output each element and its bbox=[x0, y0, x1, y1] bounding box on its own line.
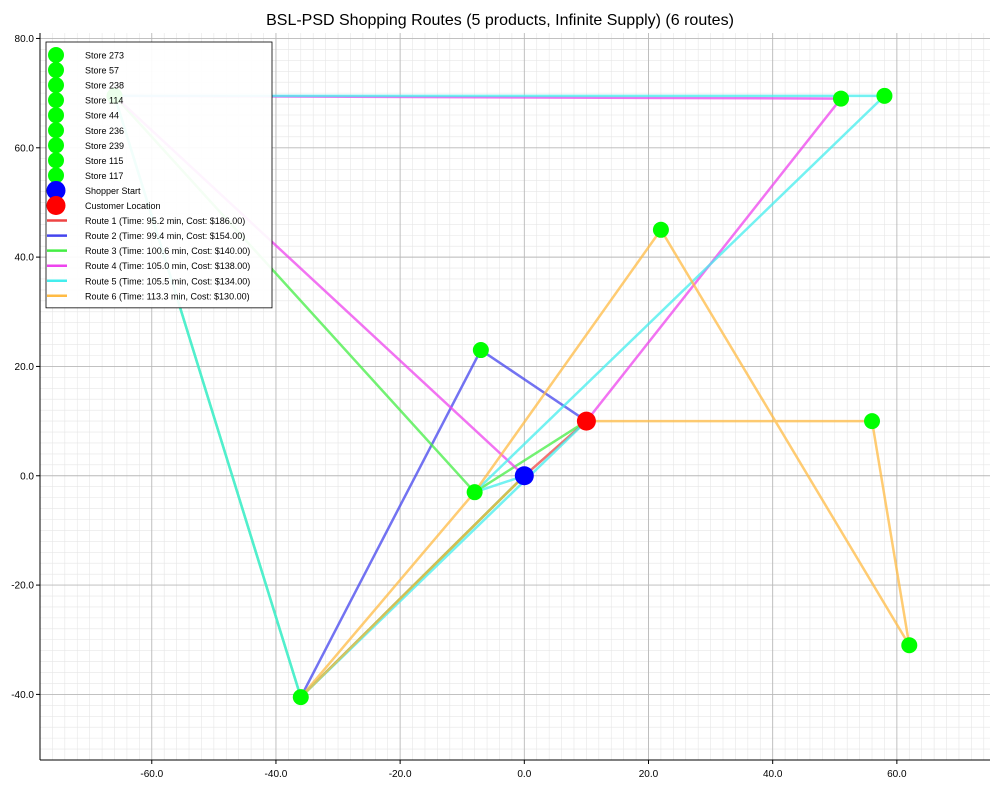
tick-labels: -60.0 -40.0 -20.0 0.0 20.0 40.0 60.0 -40.0 -20.0… bbox=[11, 34, 907, 780]
legend-route-4-label: Route 4 (Time: 105.0 min, Cost: $138.00) bbox=[85, 261, 250, 271]
legend-route-1-label: Route 1 (Time: 95.2 min, Cost: $186.00) bbox=[85, 216, 245, 226]
store-marker bbox=[864, 413, 881, 430]
y-tick-label: -40.0 bbox=[11, 690, 34, 701]
legend-store-swatch bbox=[48, 152, 64, 169]
y-tick-label: 60.0 bbox=[15, 143, 35, 154]
legend-store-swatch bbox=[48, 137, 64, 154]
legend-store-swatch bbox=[48, 92, 64, 109]
shopper-start-marker bbox=[514, 466, 534, 486]
chart-title: BSL-PSD Shopping Routes (5 products, Inf… bbox=[266, 12, 734, 29]
legend-store-swatch bbox=[48, 122, 64, 139]
legend-box bbox=[45, 41, 273, 309]
markers-layer bbox=[106, 87, 918, 706]
x-tick-label: 20.0 bbox=[639, 769, 659, 780]
y-tick-label: 20.0 bbox=[15, 362, 35, 373]
legend-store-label: Store 57 bbox=[85, 66, 119, 76]
x-tick-label: 0.0 bbox=[517, 769, 531, 780]
store-marker bbox=[901, 637, 918, 654]
y-tick-label: -20.0 bbox=[11, 581, 34, 592]
legend-store-label: Store 115 bbox=[85, 156, 123, 166]
minor-grid bbox=[39, 33, 990, 761]
legend-route-3-label: Route 3 (Time: 100.6 min, Cost: $140.00) bbox=[85, 246, 250, 256]
x-tick-label: -40.0 bbox=[265, 769, 288, 780]
legend-store-swatch bbox=[48, 47, 64, 63]
legend-store-swatch bbox=[48, 62, 64, 79]
store-marker bbox=[292, 689, 309, 706]
legend-store-label: Store 117 bbox=[85, 171, 123, 181]
x-tick-label: 60.0 bbox=[887, 769, 907, 780]
store-marker bbox=[472, 342, 489, 359]
legend-shopper-start-swatch bbox=[46, 180, 66, 200]
legend: Store 273 Store 57 Store 238 Store 114 Store… bbox=[45, 41, 273, 309]
legend-route-2-label: Route 2 (Time: 99.4 min, Cost: $154.00) bbox=[85, 231, 245, 241]
store-marker bbox=[832, 90, 849, 107]
legend-route-5-label: Route 5 (Time: 105.5 min, Cost: $134.00) bbox=[85, 276, 250, 286]
legend-shopper-start-label: Shopper Start bbox=[85, 186, 141, 196]
store-marker bbox=[652, 221, 669, 238]
y-tick-label: 40.0 bbox=[15, 253, 35, 264]
legend-customer-location-swatch bbox=[46, 196, 66, 215]
x-tick-label: 40.0 bbox=[763, 769, 783, 780]
legend-store-swatch bbox=[48, 167, 64, 184]
legend-store-swatch bbox=[48, 107, 64, 124]
legend-customer-location-label: Customer Location bbox=[85, 201, 161, 211]
y-tick-label: 0.0 bbox=[20, 471, 34, 482]
x-tick-label: -20.0 bbox=[389, 769, 412, 780]
customer-location-marker bbox=[576, 411, 596, 431]
legend-store-label: Store 114 bbox=[85, 96, 123, 106]
legend-store-label: Store 236 bbox=[85, 126, 124, 136]
legend-store-label: Store 44 bbox=[85, 111, 119, 121]
route-line-6 bbox=[299, 228, 911, 699]
x-tick-label: -60.0 bbox=[140, 769, 163, 780]
store-marker bbox=[466, 484, 483, 501]
legend-store-swatch bbox=[48, 77, 64, 94]
legend-store-label: Store 273 bbox=[85, 51, 124, 61]
legend-store-label: Store 239 bbox=[85, 141, 124, 151]
y-tick-label: 80.0 bbox=[15, 34, 35, 45]
store-marker bbox=[876, 87, 893, 104]
axes bbox=[39, 33, 990, 761]
legend-route-6-label: Route 6 (Time: 113.3 min, Cost: $130.00) bbox=[85, 291, 250, 301]
legend-store-label: Store 238 bbox=[85, 81, 124, 91]
